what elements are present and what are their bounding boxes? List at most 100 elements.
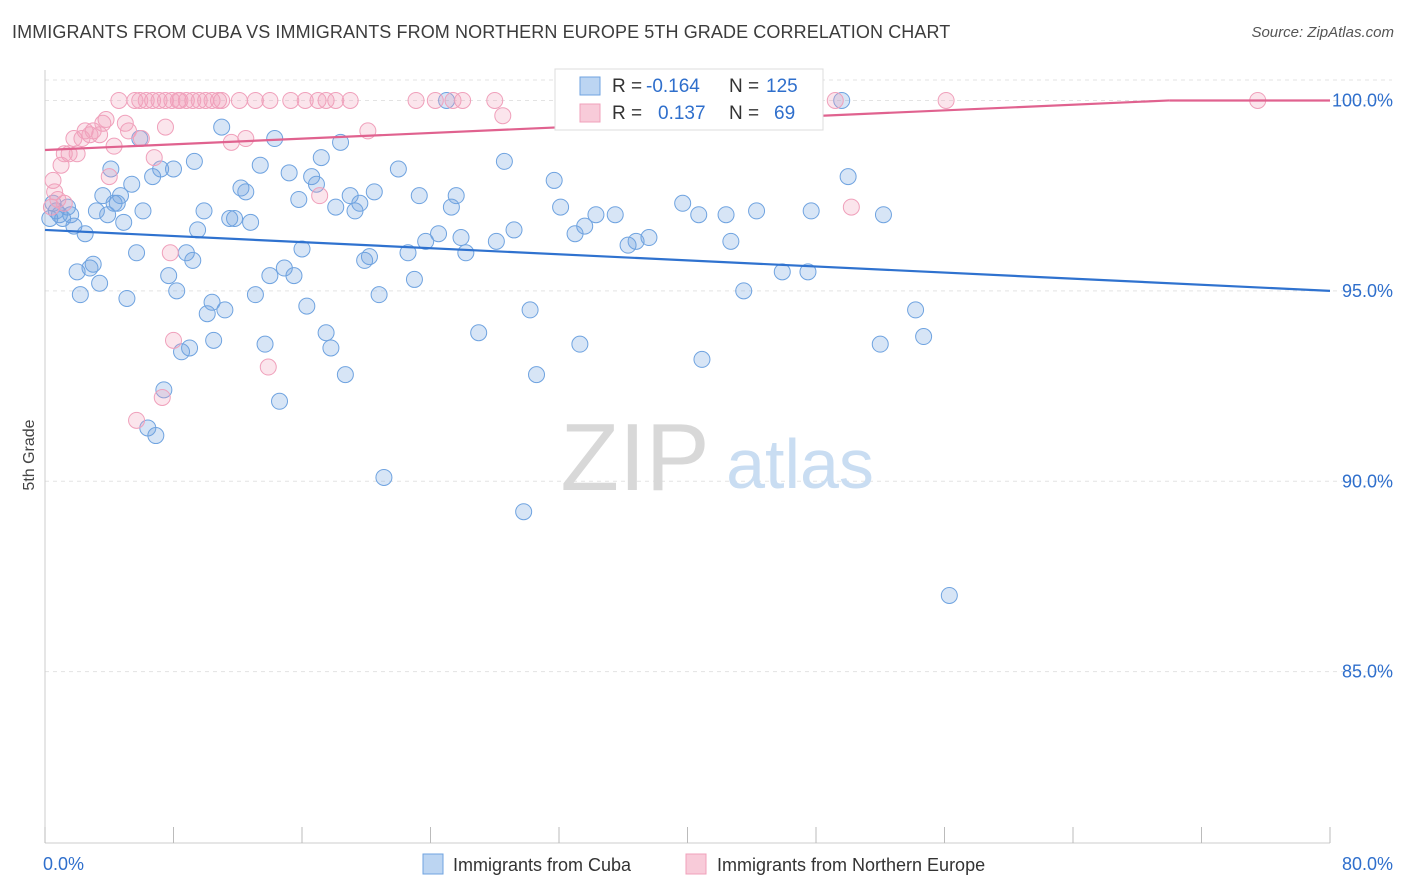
data-point-northern-europe: [842, 198, 860, 216]
data-point-cuba: [370, 286, 388, 304]
data-point-cuba: [799, 263, 817, 281]
data-point-cuba: [242, 213, 260, 231]
legend-swatch-cuba: [579, 76, 601, 96]
data-point-cuba: [184, 251, 202, 269]
data-point-cuba: [123, 175, 141, 193]
data-point-cuba: [280, 164, 298, 182]
data-point-cuba: [322, 339, 340, 357]
data-point-northern-europe: [150, 91, 168, 109]
data-point-northern-europe: [296, 91, 314, 109]
data-point-northern-europe: [190, 91, 208, 109]
data-point-cuba: [399, 244, 417, 262]
y-tick-label: 100.0%: [1332, 90, 1393, 110]
data-point-cuba: [216, 301, 234, 319]
x-tick-label: 0.0%: [43, 854, 84, 874]
data-point-cuba: [447, 187, 465, 205]
data-point-cuba: [802, 202, 820, 220]
data-point-cuba: [134, 202, 152, 220]
data-point-cuba: [205, 331, 223, 349]
data-point-cuba: [76, 225, 94, 243]
data-point-cuba: [874, 206, 892, 224]
stats-legend: R = -0.164 N = 125 R = 0.137 N = 69: [554, 68, 824, 131]
legend-swatch-northern-europe: [579, 103, 601, 123]
data-point-northern-europe: [213, 91, 231, 109]
grid-layer: [45, 79, 1392, 673]
data-point-cuba: [571, 335, 589, 353]
data-point-northern-europe: [156, 118, 174, 136]
data-point-cuba: [271, 392, 289, 410]
bottom-legend: Immigrants from Cuba Immigrants from Nor…: [422, 853, 985, 875]
data-point-cuba: [417, 232, 435, 250]
data-point-cuba: [457, 244, 475, 262]
x-tick-label: 80.0%: [1342, 854, 1393, 874]
data-point-northern-europe: [55, 194, 73, 212]
data-point-northern-europe: [407, 91, 425, 109]
data-point-northern-europe: [444, 91, 462, 109]
legend-r-label: R =: [612, 76, 642, 97]
data-point-northern-europe: [454, 91, 472, 109]
data-point-cuba: [430, 225, 448, 243]
legend-n-label: N =: [729, 103, 759, 124]
data-point-northern-europe: [165, 331, 182, 349]
data-point-northern-europe: [311, 187, 329, 205]
data-point-cuba: [168, 282, 186, 300]
data-point-northern-europe: [230, 91, 248, 109]
data-point-cuba: [389, 160, 407, 178]
legend-r-label: R =: [612, 103, 642, 124]
data-point-cuba: [452, 229, 470, 247]
data-point-cuba: [690, 206, 708, 224]
y-tick-label: 85.0%: [1342, 662, 1393, 682]
data-point-northern-europe: [341, 91, 359, 109]
data-point-northern-europe: [261, 91, 279, 109]
data-point-northern-europe: [161, 244, 179, 262]
data-point-cuba: [674, 194, 692, 212]
data-point-cuba: [84, 255, 102, 273]
data-point-northern-europe: [120, 122, 138, 140]
data-point-northern-europe: [132, 130, 150, 148]
data-point-cuba: [189, 221, 207, 239]
data-point-cuba: [298, 297, 316, 315]
data-point-cuba: [111, 187, 129, 205]
data-point-northern-europe: [42, 198, 60, 216]
data-point-cuba: [91, 274, 109, 292]
data-point-northern-europe: [246, 91, 264, 109]
data-point-cuba: [871, 335, 889, 353]
data-point-cuba: [619, 236, 637, 254]
data-point-cuba: [545, 171, 563, 189]
data-point-northern-europe: [131, 91, 149, 109]
data-point-cuba: [735, 282, 753, 300]
data-point-cuba: [87, 202, 105, 220]
data-point-cuba: [360, 248, 378, 266]
data-point-cuba: [251, 156, 269, 174]
data-point-cuba: [365, 183, 383, 201]
data-point-cuba: [722, 232, 740, 250]
data-point-cuba: [181, 339, 199, 357]
data-point-cuba: [627, 232, 645, 250]
trend-line-cuba: [44, 228, 1331, 292]
bottom-legend-swatch-northern-europe: [685, 853, 707, 875]
data-point-cuba: [839, 168, 857, 186]
data-point-cuba: [833, 91, 851, 109]
data-point-northern-europe: [826, 91, 844, 109]
data-point-cuba: [221, 210, 239, 228]
data-point-northern-europe: [317, 91, 335, 109]
data-point-cuba: [487, 232, 505, 250]
legend-r-value-northern-europe: 0.137: [658, 103, 706, 124]
data-point-cuba: [351, 194, 369, 212]
data-point-cuba: [748, 202, 766, 220]
data-point-northern-europe: [184, 91, 202, 109]
data-point-cuba: [336, 366, 354, 384]
data-point-cuba: [246, 286, 264, 304]
data-point-cuba: [118, 289, 136, 307]
data-point-northern-europe: [282, 91, 300, 109]
bottom-legend-swatch-cuba: [422, 853, 444, 875]
legend-n-label: N =: [729, 76, 759, 97]
data-point-cuba: [195, 202, 213, 220]
data-point-cuba: [165, 160, 182, 178]
data-point-cuba: [290, 190, 308, 208]
data-point-northern-europe: [171, 91, 189, 109]
data-point-cuba: [576, 217, 594, 235]
data-point-northern-europe: [91, 126, 109, 144]
data-point-cuba: [587, 206, 605, 224]
